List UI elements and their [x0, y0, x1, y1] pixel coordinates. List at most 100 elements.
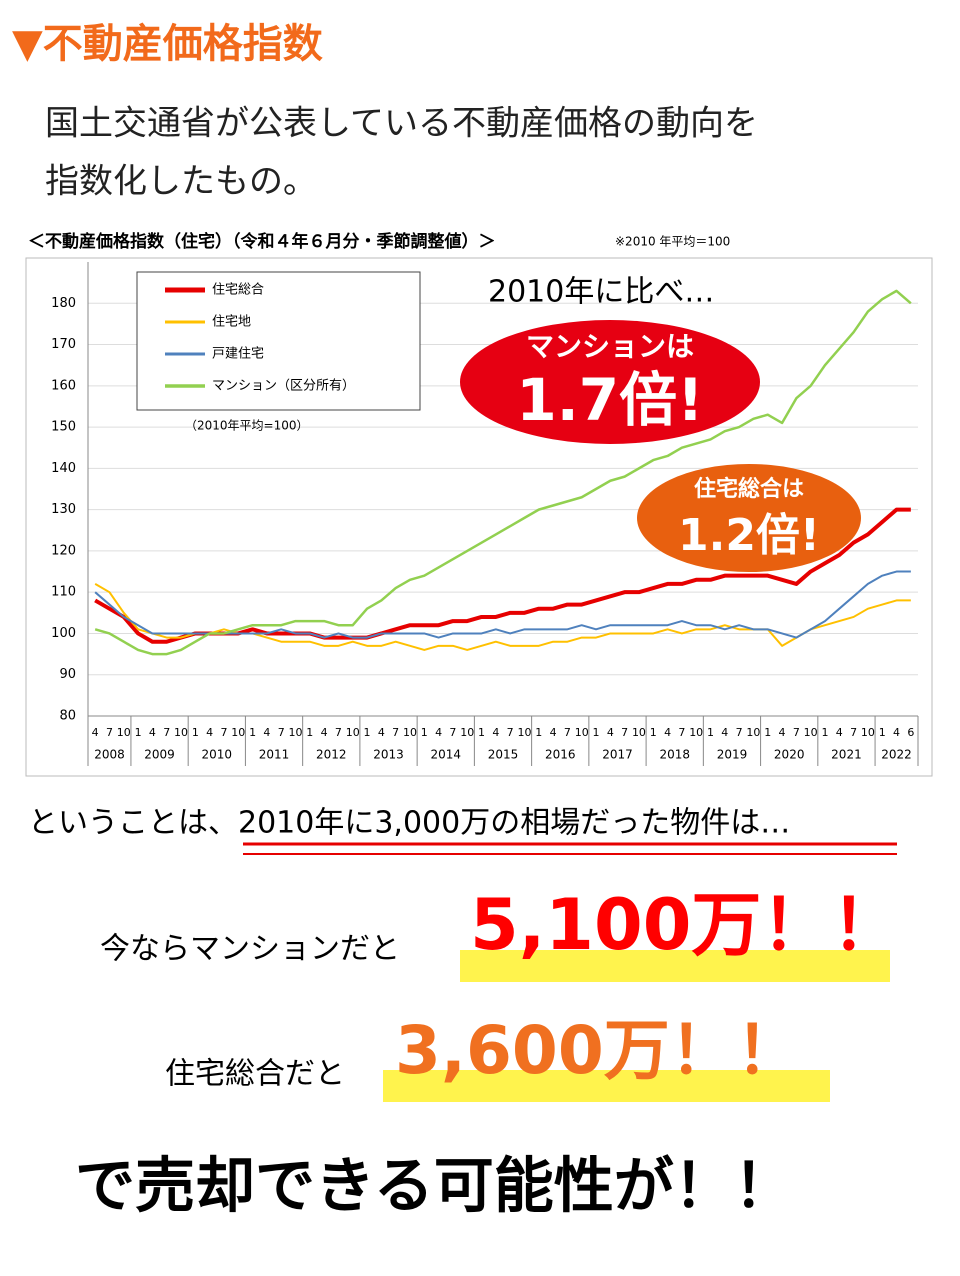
x-tick-label: 7	[621, 726, 628, 739]
x-tick-label: 4	[206, 726, 213, 739]
y-tick-label: 170	[51, 337, 76, 352]
x-tick-label: 7	[163, 726, 170, 739]
legend-label: 戸建住宅	[212, 347, 264, 362]
x-tick-label: 7	[793, 726, 800, 739]
annotation: （2010年平均=100）	[185, 419, 309, 433]
conclusion-value: 5,100万！！	[470, 884, 901, 966]
y-tick-label: 130	[51, 502, 76, 517]
y-tick-label: 120	[51, 543, 76, 558]
year-label: 2010	[202, 748, 233, 762]
callout-intro: 2010年に比べ…	[488, 275, 714, 310]
x-tick-label: 1	[421, 726, 428, 739]
year-label: 2015	[488, 748, 519, 762]
year-label: 2022	[881, 748, 912, 762]
year-label: 2014	[430, 748, 461, 762]
x-tick-label: 1	[879, 726, 886, 739]
x-tick-label: 1	[650, 726, 657, 739]
x-tick-label: 10	[632, 726, 646, 739]
x-tick-label: 10	[403, 726, 417, 739]
y-tick-label: 80	[59, 709, 76, 724]
legend-label: 住宅地	[212, 315, 251, 330]
x-tick-label: 4	[836, 726, 843, 739]
x-tick-label: 7	[278, 726, 285, 739]
x-tick-label: 1	[535, 726, 542, 739]
year-label: 2012	[316, 748, 347, 762]
x-tick-label: 4	[492, 726, 499, 739]
x-tick-label: 1	[135, 726, 142, 739]
x-tick-label: 10	[289, 726, 303, 739]
x-tick-label: 4	[435, 726, 442, 739]
x-tick-label: 1	[192, 726, 199, 739]
callout-value: 1.7倍!	[516, 366, 703, 434]
callout-label: 住宅総合は	[694, 476, 804, 502]
x-tick-label: 10	[460, 726, 474, 739]
x-tick-label: 1	[478, 726, 485, 739]
x-tick-label: 7	[392, 726, 399, 739]
x-tick-label: 10	[861, 726, 875, 739]
year-label: 2011	[259, 748, 290, 762]
x-tick-label: 10	[575, 726, 589, 739]
x-tick-label: 4	[607, 726, 614, 739]
highlight	[383, 1070, 830, 1102]
y-tick-label: 140	[51, 461, 76, 476]
x-tick-label: 10	[346, 726, 360, 739]
x-tick-label: 4	[149, 726, 156, 739]
conclusion-value: 3,600万！！	[395, 1012, 802, 1089]
x-tick-label: 4	[378, 726, 385, 739]
year-label: 2013	[373, 748, 404, 762]
chart-note: ※2010 年平均＝100	[615, 235, 730, 249]
y-tick-label: 90	[59, 667, 76, 682]
x-tick-label: 4	[92, 726, 99, 739]
year-label: 2021	[831, 748, 862, 762]
x-tick-label: 10	[689, 726, 703, 739]
year-label: 2018	[659, 748, 690, 762]
y-tick-label: 150	[51, 420, 76, 435]
callout-label: マンションは	[526, 330, 694, 363]
y-tick-label: 110	[51, 585, 76, 600]
x-tick-label: 1	[364, 726, 371, 739]
x-tick-label: 1	[306, 726, 313, 739]
x-tick-label: 10	[231, 726, 245, 739]
year-label: 2009	[144, 748, 175, 762]
x-tick-label: 10	[517, 726, 531, 739]
callout-value: 1.2倍!	[678, 510, 820, 561]
chart-title: ＜不動産価格指数（住宅）（令和４年６月分・季節調整値）＞	[28, 231, 496, 252]
x-tick-label: 7	[106, 726, 113, 739]
x-tick-label: 7	[678, 726, 685, 739]
x-tick-label: 7	[449, 726, 456, 739]
x-tick-label: 4	[550, 726, 557, 739]
x-tick-label: 4	[321, 726, 328, 739]
x-tick-label: 1	[593, 726, 600, 739]
x-tick-label: 7	[850, 726, 857, 739]
x-tick-label: 4	[721, 726, 728, 739]
callout-bubble	[460, 320, 760, 444]
conclusion-lead: ということは、2010年に3,000万の相場だった物件は…	[28, 806, 790, 841]
x-tick-label: 7	[220, 726, 227, 739]
series-line	[94, 289, 912, 656]
y-tick-label: 180	[51, 296, 76, 311]
conclusion-label: 住宅総合だと	[165, 1057, 345, 1092]
x-tick-label: 4	[893, 726, 900, 739]
highlight	[460, 950, 890, 982]
x-tick-label: 7	[564, 726, 571, 739]
x-tick-label: 6	[907, 726, 914, 739]
x-tick-label: 4	[664, 726, 671, 739]
x-tick-label: 7	[507, 726, 514, 739]
x-tick-label: 10	[746, 726, 760, 739]
legend-label: マンション（区分所有）	[212, 379, 355, 394]
x-tick-label: 7	[736, 726, 743, 739]
page-title: ▼不動産価格指数	[12, 21, 323, 67]
x-tick-label: 1	[707, 726, 714, 739]
x-tick-label: 10	[117, 726, 131, 739]
description: 国土交通省が公表している不動産価格の動向を	[45, 104, 758, 144]
y-tick-label: 160	[51, 378, 76, 393]
x-tick-label: 10	[174, 726, 188, 739]
x-tick-label: 4	[263, 726, 270, 739]
x-tick-label: 1	[764, 726, 771, 739]
callout-bubble	[637, 464, 861, 572]
year-label: 2020	[774, 748, 805, 762]
x-tick-label: 4	[779, 726, 786, 739]
